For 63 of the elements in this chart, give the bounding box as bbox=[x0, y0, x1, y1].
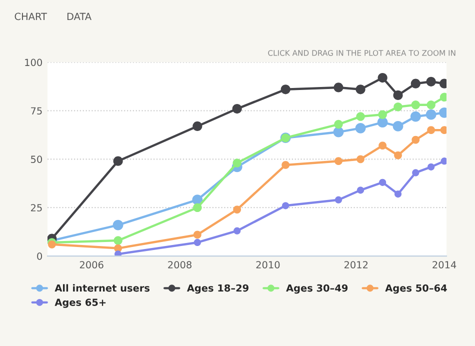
point bbox=[114, 250, 122, 256]
legend-label: Ages 18–29 bbox=[186, 284, 248, 294]
point bbox=[428, 163, 435, 170]
point bbox=[412, 169, 420, 176]
point bbox=[426, 100, 436, 110]
legend-label: Ages 65+ bbox=[54, 298, 106, 308]
y-tick-label: 75 bbox=[31, 107, 42, 115]
point bbox=[334, 196, 342, 204]
x-tick-label: 2006 bbox=[80, 261, 104, 268]
point bbox=[233, 206, 242, 214]
point bbox=[113, 156, 123, 166]
text: CHART bbox=[14, 12, 48, 20]
point bbox=[426, 76, 436, 86]
y-tick-label: 100 bbox=[25, 58, 42, 66]
point bbox=[280, 84, 290, 94]
x-tick-label: 2008 bbox=[168, 261, 192, 268]
point bbox=[394, 190, 402, 198]
y-tick-label: 50 bbox=[31, 156, 42, 163]
point bbox=[282, 161, 290, 169]
point bbox=[411, 100, 420, 110]
point bbox=[394, 102, 402, 112]
point bbox=[377, 117, 388, 128]
point bbox=[355, 122, 366, 134]
point bbox=[427, 126, 436, 134]
point bbox=[356, 112, 365, 121]
point bbox=[378, 110, 387, 119]
point bbox=[234, 227, 241, 234]
point bbox=[394, 151, 402, 160]
point bbox=[412, 136, 420, 144]
point bbox=[356, 155, 364, 164]
point bbox=[393, 90, 403, 100]
point bbox=[193, 203, 202, 212]
point bbox=[194, 238, 201, 246]
x-tick-label: 2012 bbox=[344, 261, 368, 268]
x-tick-label: 2014 bbox=[432, 261, 456, 268]
point bbox=[334, 82, 344, 92]
legend-label: Ages 30–49 bbox=[286, 284, 348, 294]
point bbox=[378, 72, 388, 83]
text: DATA bbox=[67, 12, 92, 20]
point bbox=[378, 142, 387, 150]
point bbox=[282, 202, 290, 210]
point bbox=[114, 236, 122, 245]
y-tick-label: 0 bbox=[37, 252, 42, 260]
point bbox=[334, 120, 343, 129]
point bbox=[356, 186, 364, 194]
point bbox=[232, 158, 242, 168]
point bbox=[426, 109, 436, 120]
point bbox=[440, 158, 446, 165]
x-tick-label: 2010 bbox=[256, 261, 280, 268]
point bbox=[112, 220, 124, 230]
point bbox=[192, 121, 202, 132]
point bbox=[334, 157, 342, 166]
y-tick-label: 25 bbox=[30, 204, 42, 212]
point bbox=[392, 121, 404, 132]
legend-label: All internet users bbox=[54, 284, 150, 292]
point bbox=[410, 111, 421, 122]
point bbox=[410, 78, 420, 88]
point bbox=[333, 126, 344, 138]
legend-label: Ages 50–64 bbox=[385, 284, 447, 294]
point bbox=[356, 84, 366, 94]
point bbox=[232, 104, 242, 114]
point bbox=[193, 230, 202, 239]
point bbox=[379, 178, 386, 186]
